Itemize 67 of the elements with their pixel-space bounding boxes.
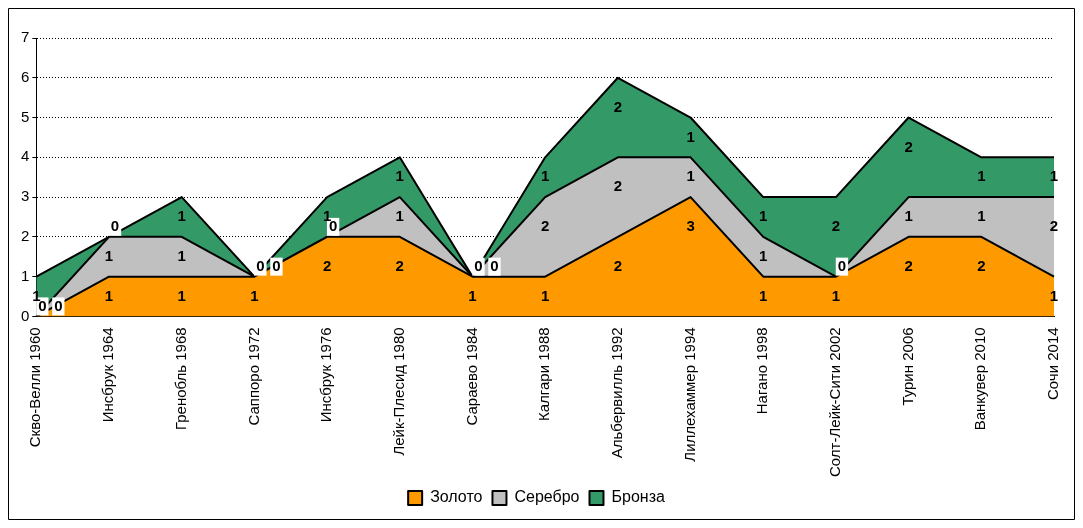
data-label: 2: [613, 177, 623, 195]
data-label: 1: [177, 207, 186, 225]
data-label: 2: [613, 97, 623, 115]
data-label: 2: [1049, 217, 1059, 235]
legend-label: Серебро: [514, 488, 580, 506]
data-label: 1: [177, 286, 186, 304]
y-tick-label: 7: [21, 28, 30, 46]
data-label: 1: [686, 167, 695, 185]
data-label: 1: [686, 127, 695, 145]
x-tick-label: Скво-Велли 1960: [26, 327, 44, 448]
x-tick-label: Гренобль 1968: [171, 327, 189, 431]
data-label: 1: [759, 286, 768, 304]
data-label: 0: [256, 256, 265, 274]
data-label: 2: [613, 256, 623, 274]
data-label: 1: [541, 167, 550, 185]
x-tick-label: Лейк-Плесид 1980: [389, 327, 407, 456]
x-tick-label: Турин 2006: [898, 327, 916, 406]
y-tick-label: 0: [21, 306, 30, 324]
data-label: 1: [177, 246, 186, 264]
data-label: 1: [541, 286, 550, 304]
legend-label: Бронза: [611, 488, 665, 506]
data-label: 3: [686, 217, 695, 235]
data-label: 1: [977, 167, 986, 185]
x-tick-label: Нагано 1998: [753, 327, 771, 415]
data-label: 0: [54, 296, 63, 314]
x-tick-label: Альбервилль 1992: [608, 327, 625, 459]
data-label: 1: [104, 246, 114, 264]
x-tick-label: Лиллехаммер 1994: [680, 327, 698, 462]
data-label: 0: [837, 256, 847, 274]
data-label: 0: [474, 256, 483, 274]
y-tick-label: 6: [21, 67, 30, 85]
x-tick-label: Калгари 1988: [535, 327, 553, 421]
data-label: 1: [395, 207, 404, 225]
legend-label: Золото: [430, 488, 483, 506]
data-label: 0: [490, 256, 499, 274]
data-label: 1: [104, 286, 114, 304]
data-label: 1: [1049, 167, 1059, 185]
x-tick-label: Сараево 1984: [462, 327, 480, 426]
data-label: 1: [759, 207, 768, 225]
data-label: 1: [977, 207, 986, 225]
data-label: 1: [1049, 286, 1059, 304]
y-tick-label: 2: [21, 227, 30, 245]
data-label: 2: [395, 256, 404, 274]
data-label: 2: [831, 217, 841, 235]
data-label: 1: [250, 286, 259, 304]
x-tick-label: Ванкувер 2010: [971, 327, 989, 431]
data-label: 1: [468, 286, 477, 304]
data-label: 2: [977, 256, 986, 274]
y-tick-label: 4: [21, 147, 30, 165]
data-label: 2: [904, 256, 913, 274]
x-tick-label: Инсбрук 1964: [99, 327, 117, 423]
y-tick-label: 5: [21, 107, 30, 125]
y-tick-label: 3: [21, 187, 30, 205]
y-tick-label: 1: [21, 266, 30, 284]
data-label: 1: [831, 286, 841, 304]
data-label: 1: [395, 167, 404, 185]
data-label: 2: [541, 217, 550, 235]
data-label: 1: [904, 207, 913, 225]
data-label: 0: [272, 256, 281, 274]
x-tick-label: Саппоро 1972: [244, 327, 262, 426]
data-label: 2: [904, 137, 913, 155]
data-label: 1: [759, 246, 768, 264]
x-tick-label: Сочи 2014: [1044, 327, 1062, 400]
data-label: 2: [322, 256, 332, 274]
x-tick-label: Солт-Лейк-Сити 2002: [826, 327, 844, 478]
x-tick-label: Инсбрук 1976: [317, 327, 335, 423]
data-label: 0: [110, 217, 120, 235]
